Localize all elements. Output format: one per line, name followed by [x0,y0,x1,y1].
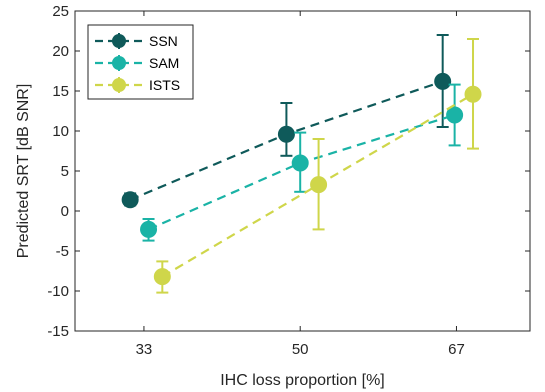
legend-label: SSN [149,33,178,49]
legend: SSN SAM ISTS [87,24,194,100]
y-tick-label: -5 [56,243,69,260]
data-point [140,220,158,238]
y-tick-label: 10 [52,123,69,140]
y-tick-label: 20 [52,43,69,60]
series-layer [121,34,482,294]
legend-marker [112,78,126,92]
x-tick-label: 50 [292,341,309,358]
data-point [446,106,464,124]
y-tick-label: -15 [47,323,69,340]
data-point [121,191,139,209]
series-ists [153,38,482,294]
data-point [464,85,482,103]
legend-label: SAM [149,55,179,71]
x-tick-label: 33 [136,341,153,358]
data-point [310,176,328,194]
legend-entry-ists: ISTS [95,77,180,93]
legend-marker [112,34,126,48]
plot-frame [74,10,531,332]
legend-label: ISTS [149,77,180,93]
data-point [277,125,295,143]
legend-entry-sam: SAM [95,55,179,71]
data-point [434,72,452,90]
legend-marker [112,56,126,70]
legend-entries: SSN SAM ISTS [95,33,180,93]
y-axis-label: Predicted SRT [dB SNR] [15,84,32,259]
y-tick-label: -10 [47,283,69,300]
series-sam [140,83,464,242]
series-ssn [121,34,452,209]
data-point [153,268,171,286]
data-point [291,154,309,172]
y-tick-label: 0 [61,203,69,220]
legend-entry-ssn: SSN [95,33,178,49]
y-tick-label: 25 [52,3,69,20]
y-tick-label: 15 [52,83,69,100]
x-tick-label: 67 [448,341,465,358]
x-axis-label: IHC loss proportion [%] [220,372,385,389]
y-tick-label: 5 [61,163,69,180]
axis-layer: -15 -10 -5 0 5 10 15 20 25 33 50 67 [47,3,530,358]
